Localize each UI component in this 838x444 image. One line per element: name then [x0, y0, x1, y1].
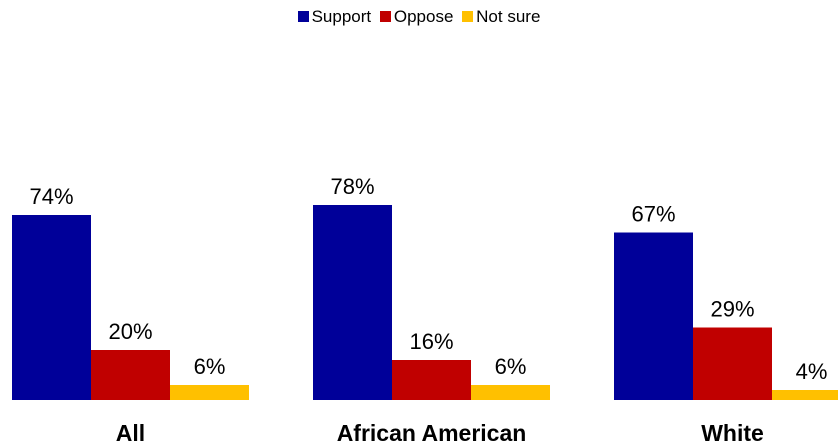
- legend-swatch-oppose: [379, 11, 391, 22]
- data-label-african-american-support: 78%: [330, 174, 374, 199]
- bar-all-not-sure: [170, 385, 249, 400]
- bar-white-not-sure: [772, 390, 838, 400]
- category-label-african-american: African American: [337, 420, 527, 444]
- legend-label-support: Support: [311, 7, 372, 26]
- bar-white-oppose: [693, 327, 772, 400]
- data-label-african-american-oppose: 16%: [409, 329, 453, 354]
- data-label-white-not-sure: 4%: [796, 359, 828, 384]
- bar-all-oppose: [91, 350, 170, 400]
- data-label-all-oppose: 20%: [108, 319, 152, 344]
- data-label-all-not-sure: 6%: [194, 354, 226, 379]
- category-label-all: All: [116, 420, 145, 444]
- data-label-african-american-not-sure: 6%: [495, 354, 527, 379]
- legend-label-not-sure: Not sure: [476, 7, 541, 26]
- bar-african-american-support: [313, 205, 392, 400]
- bar-white-support: [614, 232, 693, 400]
- data-label-white-support: 67%: [631, 202, 675, 227]
- legend-swatch-support: [297, 11, 309, 22]
- data-label-all-support: 74%: [29, 184, 73, 209]
- legend-item-not-sure: Not sure: [462, 7, 540, 27]
- bar-all-support: [12, 215, 91, 400]
- legend-swatch-not-sure: [462, 11, 474, 22]
- data-label-white-oppose: 29%: [710, 297, 754, 322]
- legend-label-oppose: Oppose: [393, 7, 454, 26]
- legend-item-oppose: Oppose: [379, 7, 454, 27]
- bar-african-american-oppose: [392, 360, 471, 400]
- bar-african-american-not-sure: [471, 385, 550, 400]
- category-label-white: White: [701, 420, 764, 444]
- legend-item-support: Support: [297, 7, 372, 27]
- chart-legend: Support Oppose Not sure: [0, 7, 838, 27]
